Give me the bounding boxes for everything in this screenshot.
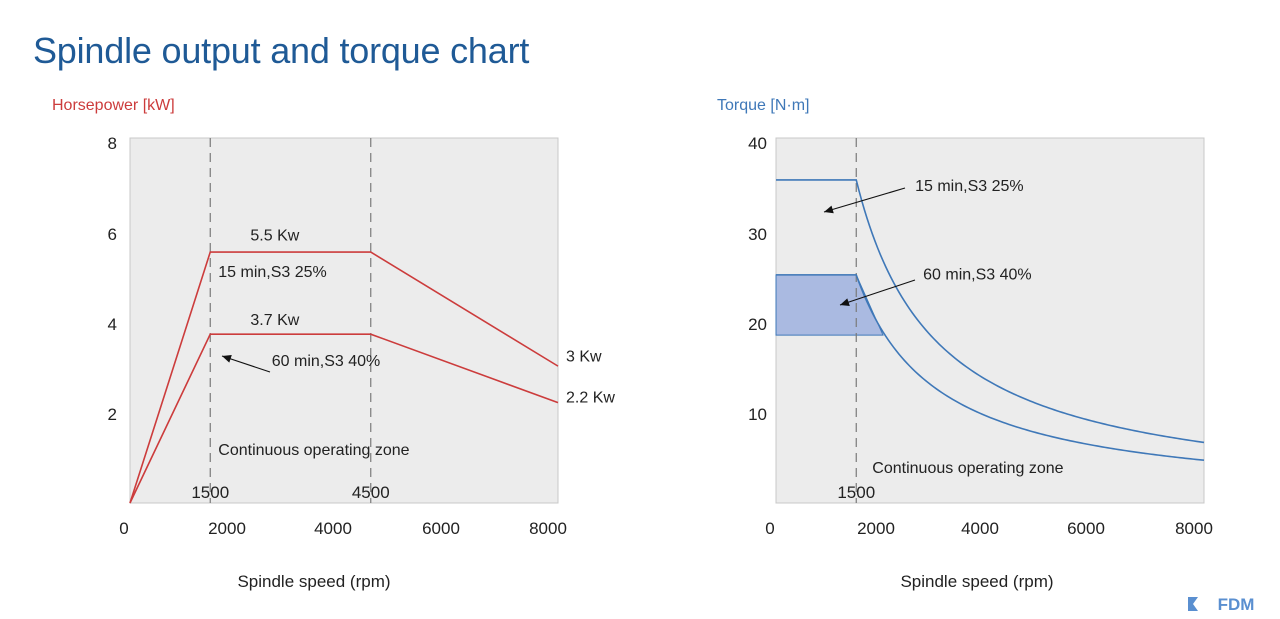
power-annotation: 2.2 Kw	[566, 390, 615, 407]
power-reference-label: 4500	[352, 483, 390, 502]
torque-60min-arrow	[839, 279, 916, 306]
torque-x-ticks: 0 2000 4000 6000 8000	[765, 519, 1213, 538]
logo-mark-icon	[1188, 597, 1198, 611]
power-ytick: 4	[108, 315, 117, 334]
power-xtick: 0	[119, 519, 128, 538]
power-annotation: 15 min,S3 25%	[218, 264, 327, 281]
torque-15min-arrow-head	[824, 205, 834, 214]
torque-series-line-2	[776, 274, 1205, 462]
power-annotation: Continuous operating zone	[218, 442, 409, 459]
fdm-logo: FDM	[1186, 594, 1274, 614]
power-60min-arrow-head	[222, 355, 232, 363]
power-reference-label: 1500	[191, 483, 229, 502]
torque-series-line-1	[776, 179, 1205, 444]
torque-annotation: 60 min,S3 40%	[923, 266, 1032, 283]
page-title: Spindle output and torque chart	[33, 30, 530, 71]
power-xtick: 2000	[208, 519, 246, 538]
power-marks: 1500 4500 5.5 Kw 15 min,S3 25% 3.7 Kw 60 min,…	[129, 138, 615, 504]
power-y-ticks: 8 6 4 2	[108, 134, 117, 424]
torque-xtick: 6000	[1067, 519, 1105, 538]
torque-ytick: 40	[748, 134, 767, 153]
power-xtick: 4000	[314, 519, 352, 538]
torque-annotation: Continuous operating zone	[872, 460, 1063, 477]
torque-reference-label: 1500	[837, 483, 875, 502]
power-series-line-1	[129, 251, 559, 504]
torque-60min-arrow-head	[840, 298, 850, 306]
power-annotation: 3.7 Kw	[250, 312, 299, 329]
horsepower-chart: Horsepower [kW] 8 6 4 2 0 2000 4000 6000…	[52, 97, 615, 591]
torque-annotation: 15 min,S3 25%	[915, 178, 1024, 195]
torque-xtick: 0	[765, 519, 774, 538]
torque-marks: 1500 15 min,S3 25% 60 min,S3 40% Continuous…	[775, 138, 1205, 503]
power-y-axis-title: Horsepower [kW]	[52, 97, 175, 114]
power-ytick: 2	[108, 405, 117, 424]
logo-text: FDM	[1218, 595, 1255, 614]
power-ytick: 6	[108, 225, 117, 244]
power-series-line-2	[129, 333, 559, 504]
torque-ytick: 10	[748, 405, 767, 424]
torque-xtick: 2000	[857, 519, 895, 538]
power-x-axis-title: Spindle speed (rpm)	[237, 572, 390, 591]
torque-ytick: 20	[748, 315, 767, 334]
power-annotation: 5.5 Kw	[250, 228, 299, 245]
power-plot-area	[129, 137, 559, 504]
torque-y-axis-title: Torque [N·m]	[717, 97, 809, 114]
torque-y-ticks: 40 30 20 10	[748, 134, 767, 424]
power-annotation: 3 Kw	[566, 349, 602, 366]
torque-chart: Torque [N·m] 40 30 20 10 0 2000 4000 600…	[717, 97, 1213, 591]
power-annotation: 60 min,S3 40%	[272, 353, 381, 370]
power-ytick: 8	[108, 134, 117, 153]
torque-x-axis-title: Spindle speed (rpm)	[900, 572, 1053, 591]
torque-xtick: 8000	[1175, 519, 1213, 538]
power-xtick: 6000	[422, 519, 460, 538]
power-xtick: 8000	[529, 519, 567, 538]
torque-ytick: 30	[748, 225, 767, 244]
torque-xtick: 4000	[961, 519, 999, 538]
torque-15min-arrow	[823, 187, 906, 213]
power-x-ticks: 0 2000 4000 6000 8000	[119, 519, 567, 538]
